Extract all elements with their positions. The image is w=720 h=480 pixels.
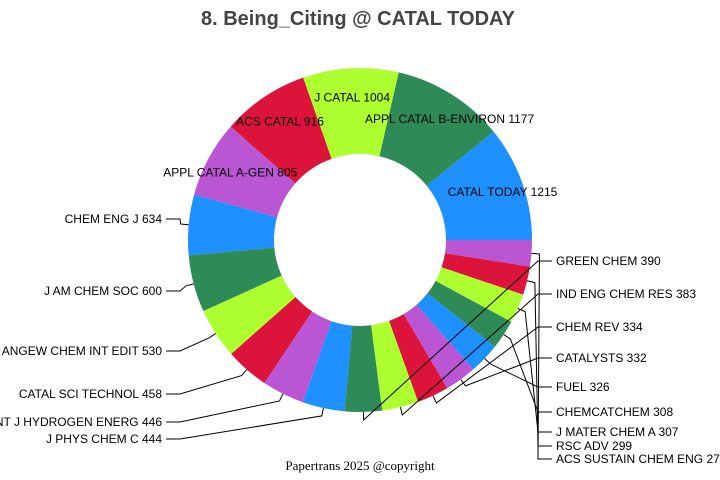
slice-label-16: FUEL 326	[556, 380, 610, 394]
leader-line-20	[531, 252, 552, 460]
chart-title: 8. Being_Citing @ CATAL TODAY	[201, 8, 516, 30]
slice-label-10: INT J HYDROGEN ENERG 446	[0, 415, 162, 429]
slice-4	[230, 77, 332, 184]
slice-label-4: ACS CATAL 916	[236, 115, 324, 129]
leader-line-19	[526, 280, 552, 447]
slice-12	[344, 325, 383, 412]
leader-lines	[166, 218, 552, 460]
slice-20	[444, 240, 532, 267]
slice-8	[203, 275, 296, 354]
leader-line-18	[517, 307, 552, 433]
slice-3	[303, 68, 399, 159]
slice-11	[302, 321, 353, 412]
leader-line-16	[484, 358, 552, 388]
leader-line-8	[166, 333, 216, 352]
slice-5	[194, 126, 296, 218]
slice-label-6: CHEM ENG J 634	[65, 212, 163, 226]
slice-label-17: CHEMCATCHEM 308	[556, 405, 673, 419]
copyright-footer: Papertrans 2025 @copyright	[285, 458, 435, 473]
slice-label-2: APPL CATAL B-ENVIRON 1177	[365, 112, 534, 126]
slice-label-12: GREEN CHEM 390	[556, 254, 661, 268]
slice-13	[371, 320, 419, 411]
leader-line-9	[166, 369, 248, 395]
slice-label-15: CATALYSTS 332	[556, 351, 647, 365]
leader-line-14	[432, 326, 552, 404]
donut-slices	[188, 68, 532, 412]
leader-line-12	[362, 260, 552, 422]
slice-label-1: CATAL TODAY 1215	[448, 185, 558, 199]
slice-2	[379, 72, 494, 186]
leader-line-10	[166, 393, 284, 423]
slice-14	[389, 314, 448, 402]
leader-line-11	[166, 407, 324, 440]
slice-label-20: ACS SUSTAIN CHEM ENG 276	[556, 452, 720, 466]
slice-label-7: J AM CHEM SOC 600	[44, 284, 162, 298]
leader-line-15	[460, 357, 552, 387]
leader-line-17	[503, 334, 552, 413]
slice-label-18: J MATER CHEM A 307	[556, 425, 679, 439]
leader-line-7	[166, 283, 194, 292]
slice-label-9: CATAL SCI TECHNOL 458	[19, 387, 162, 401]
leader-line-13	[399, 293, 552, 416]
slice-9	[231, 296, 313, 383]
slice-label-5: APPL CATAL A-GEN 805	[163, 165, 297, 179]
slice-6	[188, 194, 278, 256]
slice-label-19: RSC ADV 299	[556, 439, 632, 453]
slice-17	[427, 280, 512, 347]
slice-label-8: ANGEW CHEM INT EDIT 530	[2, 344, 163, 358]
slice-10	[264, 311, 332, 403]
slice-7	[188, 247, 282, 312]
slice-label-13: IND ENG CHEM RES 383	[556, 287, 696, 301]
slice-1	[426, 131, 532, 240]
slice-18	[435, 267, 524, 322]
slice-label-14: CHEM REV 334	[556, 320, 643, 334]
slice-label-3: J CATAL 1004	[314, 90, 390, 104]
slice-label-11: J PHYS CHEM C 444	[46, 432, 162, 446]
slice-19	[441, 253, 530, 295]
slice-labels: CATAL TODAY 1215 APPL CATAL B-ENVIRON 117…	[0, 90, 720, 466]
leader-line-6	[166, 218, 189, 226]
